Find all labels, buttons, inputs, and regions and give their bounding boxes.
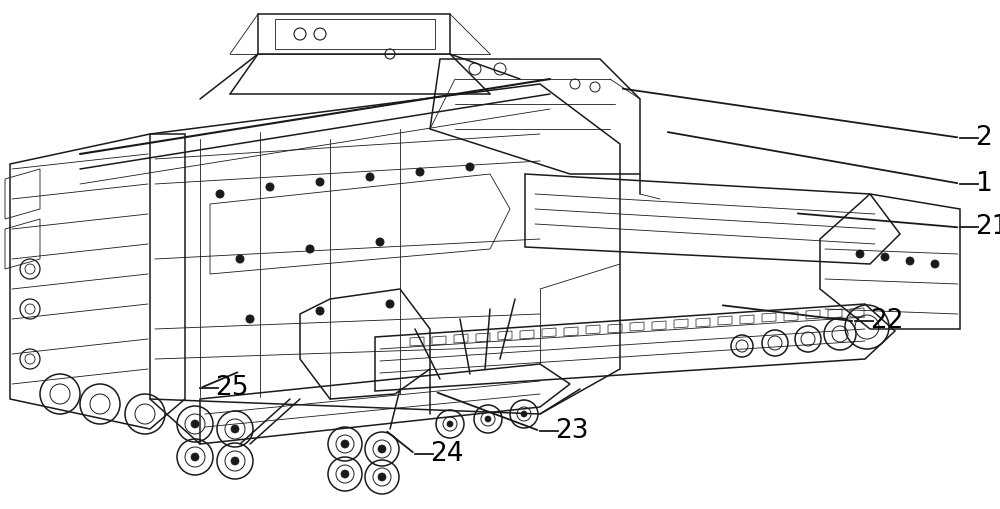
Text: 22: 22 [870,308,904,333]
Text: 2: 2 [975,125,992,150]
Circle shape [246,316,254,323]
Circle shape [416,168,424,177]
Circle shape [341,470,349,478]
Circle shape [366,174,374,182]
Text: 25: 25 [215,374,248,400]
Text: 24: 24 [430,440,464,466]
Circle shape [906,258,914,266]
Circle shape [466,164,474,172]
Circle shape [231,425,239,433]
Circle shape [191,420,199,428]
Circle shape [266,184,274,191]
Circle shape [306,245,314,253]
Circle shape [316,179,324,187]
Text: 21: 21 [975,214,1000,239]
Circle shape [856,250,864,259]
Circle shape [521,411,527,417]
Circle shape [341,440,349,448]
Text: 1: 1 [975,171,992,196]
Circle shape [378,473,386,481]
Circle shape [376,239,384,246]
Circle shape [231,457,239,465]
Circle shape [447,421,453,427]
Circle shape [386,300,394,308]
Circle shape [216,191,224,199]
Circle shape [316,307,324,316]
Circle shape [931,261,939,268]
Circle shape [881,253,889,262]
Circle shape [236,256,244,264]
Circle shape [485,416,491,422]
Text: 23: 23 [555,417,588,443]
Circle shape [378,445,386,453]
Circle shape [191,453,199,461]
